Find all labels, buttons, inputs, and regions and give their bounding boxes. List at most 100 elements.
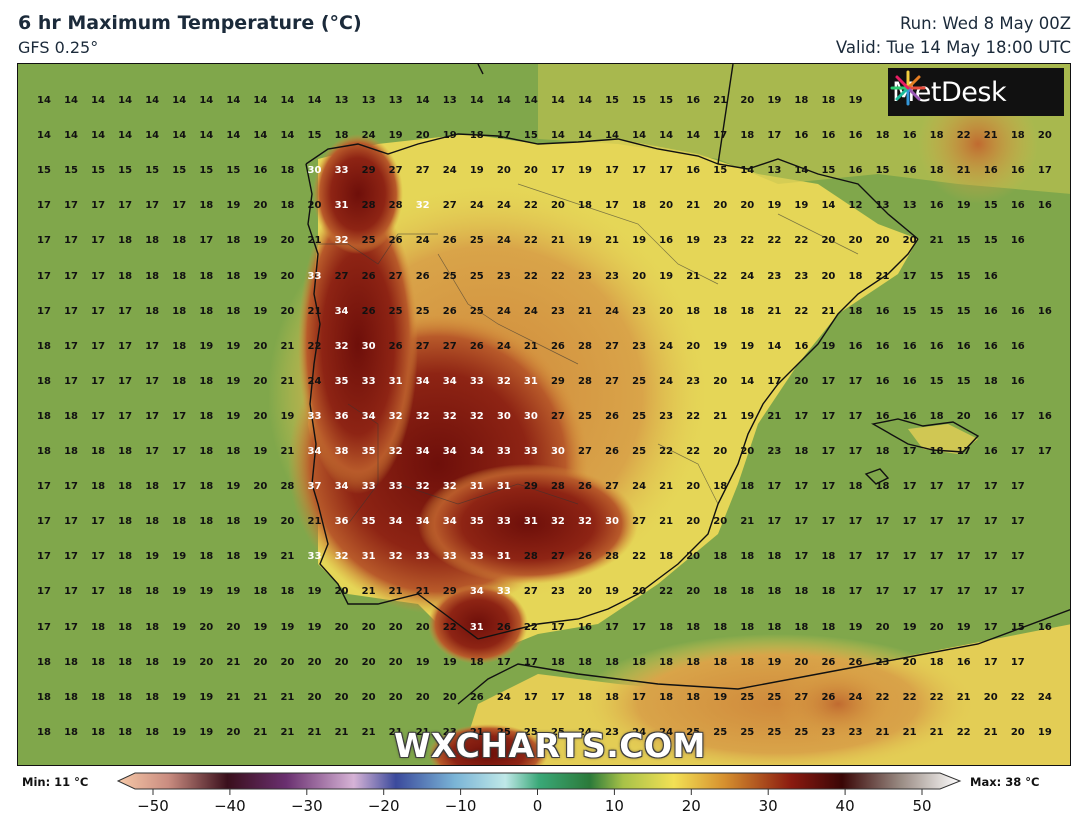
- temperature-value: 16: [875, 340, 890, 352]
- temperature-value: 18: [686, 691, 701, 703]
- temperature-value: 15: [929, 270, 944, 282]
- temperature-value: 19: [578, 235, 592, 247]
- temperature-value: 17: [118, 340, 133, 352]
- wxcharts-watermark: WXCHARTS.COM: [394, 726, 706, 765]
- temperature-value: 14: [145, 95, 160, 106]
- temperature-value: 24: [496, 235, 511, 247]
- temperature-value: 23: [550, 305, 565, 317]
- temperature-value: 17: [848, 516, 863, 528]
- temperature-value: 18: [145, 481, 160, 493]
- temperature-value: 16: [983, 410, 998, 422]
- temperature-value: 18: [740, 551, 755, 563]
- temperature-value: 17: [91, 270, 106, 282]
- temperature-value: 16: [848, 130, 863, 142]
- temperature-value: 17: [902, 551, 917, 563]
- temperature-value: 17: [145, 340, 160, 352]
- temperature-value: 21: [388, 586, 403, 598]
- temperature-value: 31: [523, 375, 538, 387]
- temperature-value: 34: [469, 446, 484, 457]
- temperature-value: 30: [605, 516, 619, 528]
- temperature-value: 34: [469, 586, 484, 598]
- temperature-value: 25: [740, 691, 755, 703]
- temperature-value: 17: [632, 691, 647, 703]
- temperature-value: 18: [578, 656, 592, 668]
- temperature-value: 18: [145, 516, 160, 528]
- temperature-value: 20: [307, 656, 322, 668]
- temperature-value: 12: [848, 200, 863, 212]
- temperature-value: 22: [740, 235, 755, 247]
- temperature-value: 21: [307, 516, 322, 528]
- temperature-value: 17: [64, 516, 78, 528]
- temperature-value: 19: [469, 165, 484, 177]
- temperature-value: 20: [253, 656, 268, 668]
- temperature-value: 33: [523, 446, 538, 457]
- temperature-value: 19: [172, 691, 187, 703]
- temperature-value: 14: [578, 130, 592, 142]
- temperature-value: 20: [361, 656, 376, 668]
- temperature-value: 18: [605, 691, 619, 703]
- temperature-value: 31: [523, 516, 538, 528]
- temperature-value: 18: [118, 481, 133, 493]
- temperature-value: 15: [64, 165, 78, 177]
- temperature-value: 26: [848, 656, 863, 668]
- temperature-value: 26: [388, 340, 403, 352]
- temperature-value: 28: [578, 340, 592, 352]
- temperature-value: 16: [1010, 375, 1025, 387]
- temperature-value: 31: [334, 200, 349, 212]
- temperature-value: 17: [902, 516, 917, 528]
- temperature-value: 20: [875, 621, 890, 633]
- temperature-value: 20: [253, 410, 268, 422]
- temperature-value: 24: [496, 340, 511, 352]
- temperature-value: 17: [848, 446, 863, 457]
- temperature-value: 25: [632, 410, 647, 422]
- temperature-value: 17: [523, 656, 538, 668]
- temperature-value: 33: [307, 410, 322, 422]
- temperature-value: 18: [118, 235, 133, 247]
- temperature-value: 16: [686, 165, 701, 177]
- temperature-value: 19: [172, 656, 187, 668]
- temperature-value: 26: [361, 270, 376, 282]
- temperature-value: 15: [713, 165, 728, 177]
- temperature-value: 25: [767, 726, 782, 738]
- temperature-value: 21: [605, 235, 619, 247]
- temperature-value: 17: [145, 446, 160, 457]
- temperature-value: 21: [388, 726, 403, 738]
- temperature-value: 18: [334, 130, 349, 142]
- scale-tick-label: −10: [444, 797, 477, 815]
- temperature-value: 18: [118, 446, 133, 457]
- temperature-value: 17: [64, 621, 78, 633]
- temperature-value: 16: [929, 200, 944, 212]
- temperature-value: 20: [740, 446, 755, 457]
- temperature-value: 17: [64, 200, 78, 212]
- temperature-value: 26: [578, 481, 592, 493]
- temperature-value: 21: [713, 95, 728, 106]
- temperature-value: 16: [686, 95, 701, 106]
- temperature-value: 22: [1010, 691, 1025, 703]
- temperature-value: 33: [496, 586, 511, 598]
- valid-time-label: Valid: Tue 14 May 18:00 UTC: [835, 38, 1071, 57]
- temperature-value: 25: [523, 726, 538, 738]
- temperature-value: 16: [875, 410, 890, 422]
- temperature-value: 26: [605, 446, 619, 457]
- temperature-value: 17: [118, 410, 133, 422]
- temperature-value: 15: [956, 270, 971, 282]
- temperature-value: 14: [496, 95, 511, 106]
- temperature-value: 19: [848, 621, 863, 633]
- temperature-value: 15: [929, 305, 944, 317]
- temperature-value: 18: [64, 446, 78, 457]
- temperature-value: 14: [64, 95, 78, 106]
- temperature-value: 17: [956, 586, 971, 598]
- temperature-value: 20: [334, 621, 349, 633]
- temperature-value: 19: [226, 200, 241, 212]
- temperature-value: 34: [415, 375, 430, 387]
- temperature-value: 19: [740, 340, 755, 352]
- temperature-value: 18: [875, 130, 890, 142]
- temperature-value: 25: [442, 270, 457, 282]
- temperature-value: 22: [686, 410, 701, 422]
- temperature-value: 17: [794, 410, 809, 422]
- temperature-value: 14: [118, 95, 133, 106]
- temperature-value: 24: [496, 691, 511, 703]
- temperature-value: 17: [659, 165, 674, 177]
- temperature-value: 14: [253, 130, 268, 142]
- temperature-value: 15: [523, 130, 538, 142]
